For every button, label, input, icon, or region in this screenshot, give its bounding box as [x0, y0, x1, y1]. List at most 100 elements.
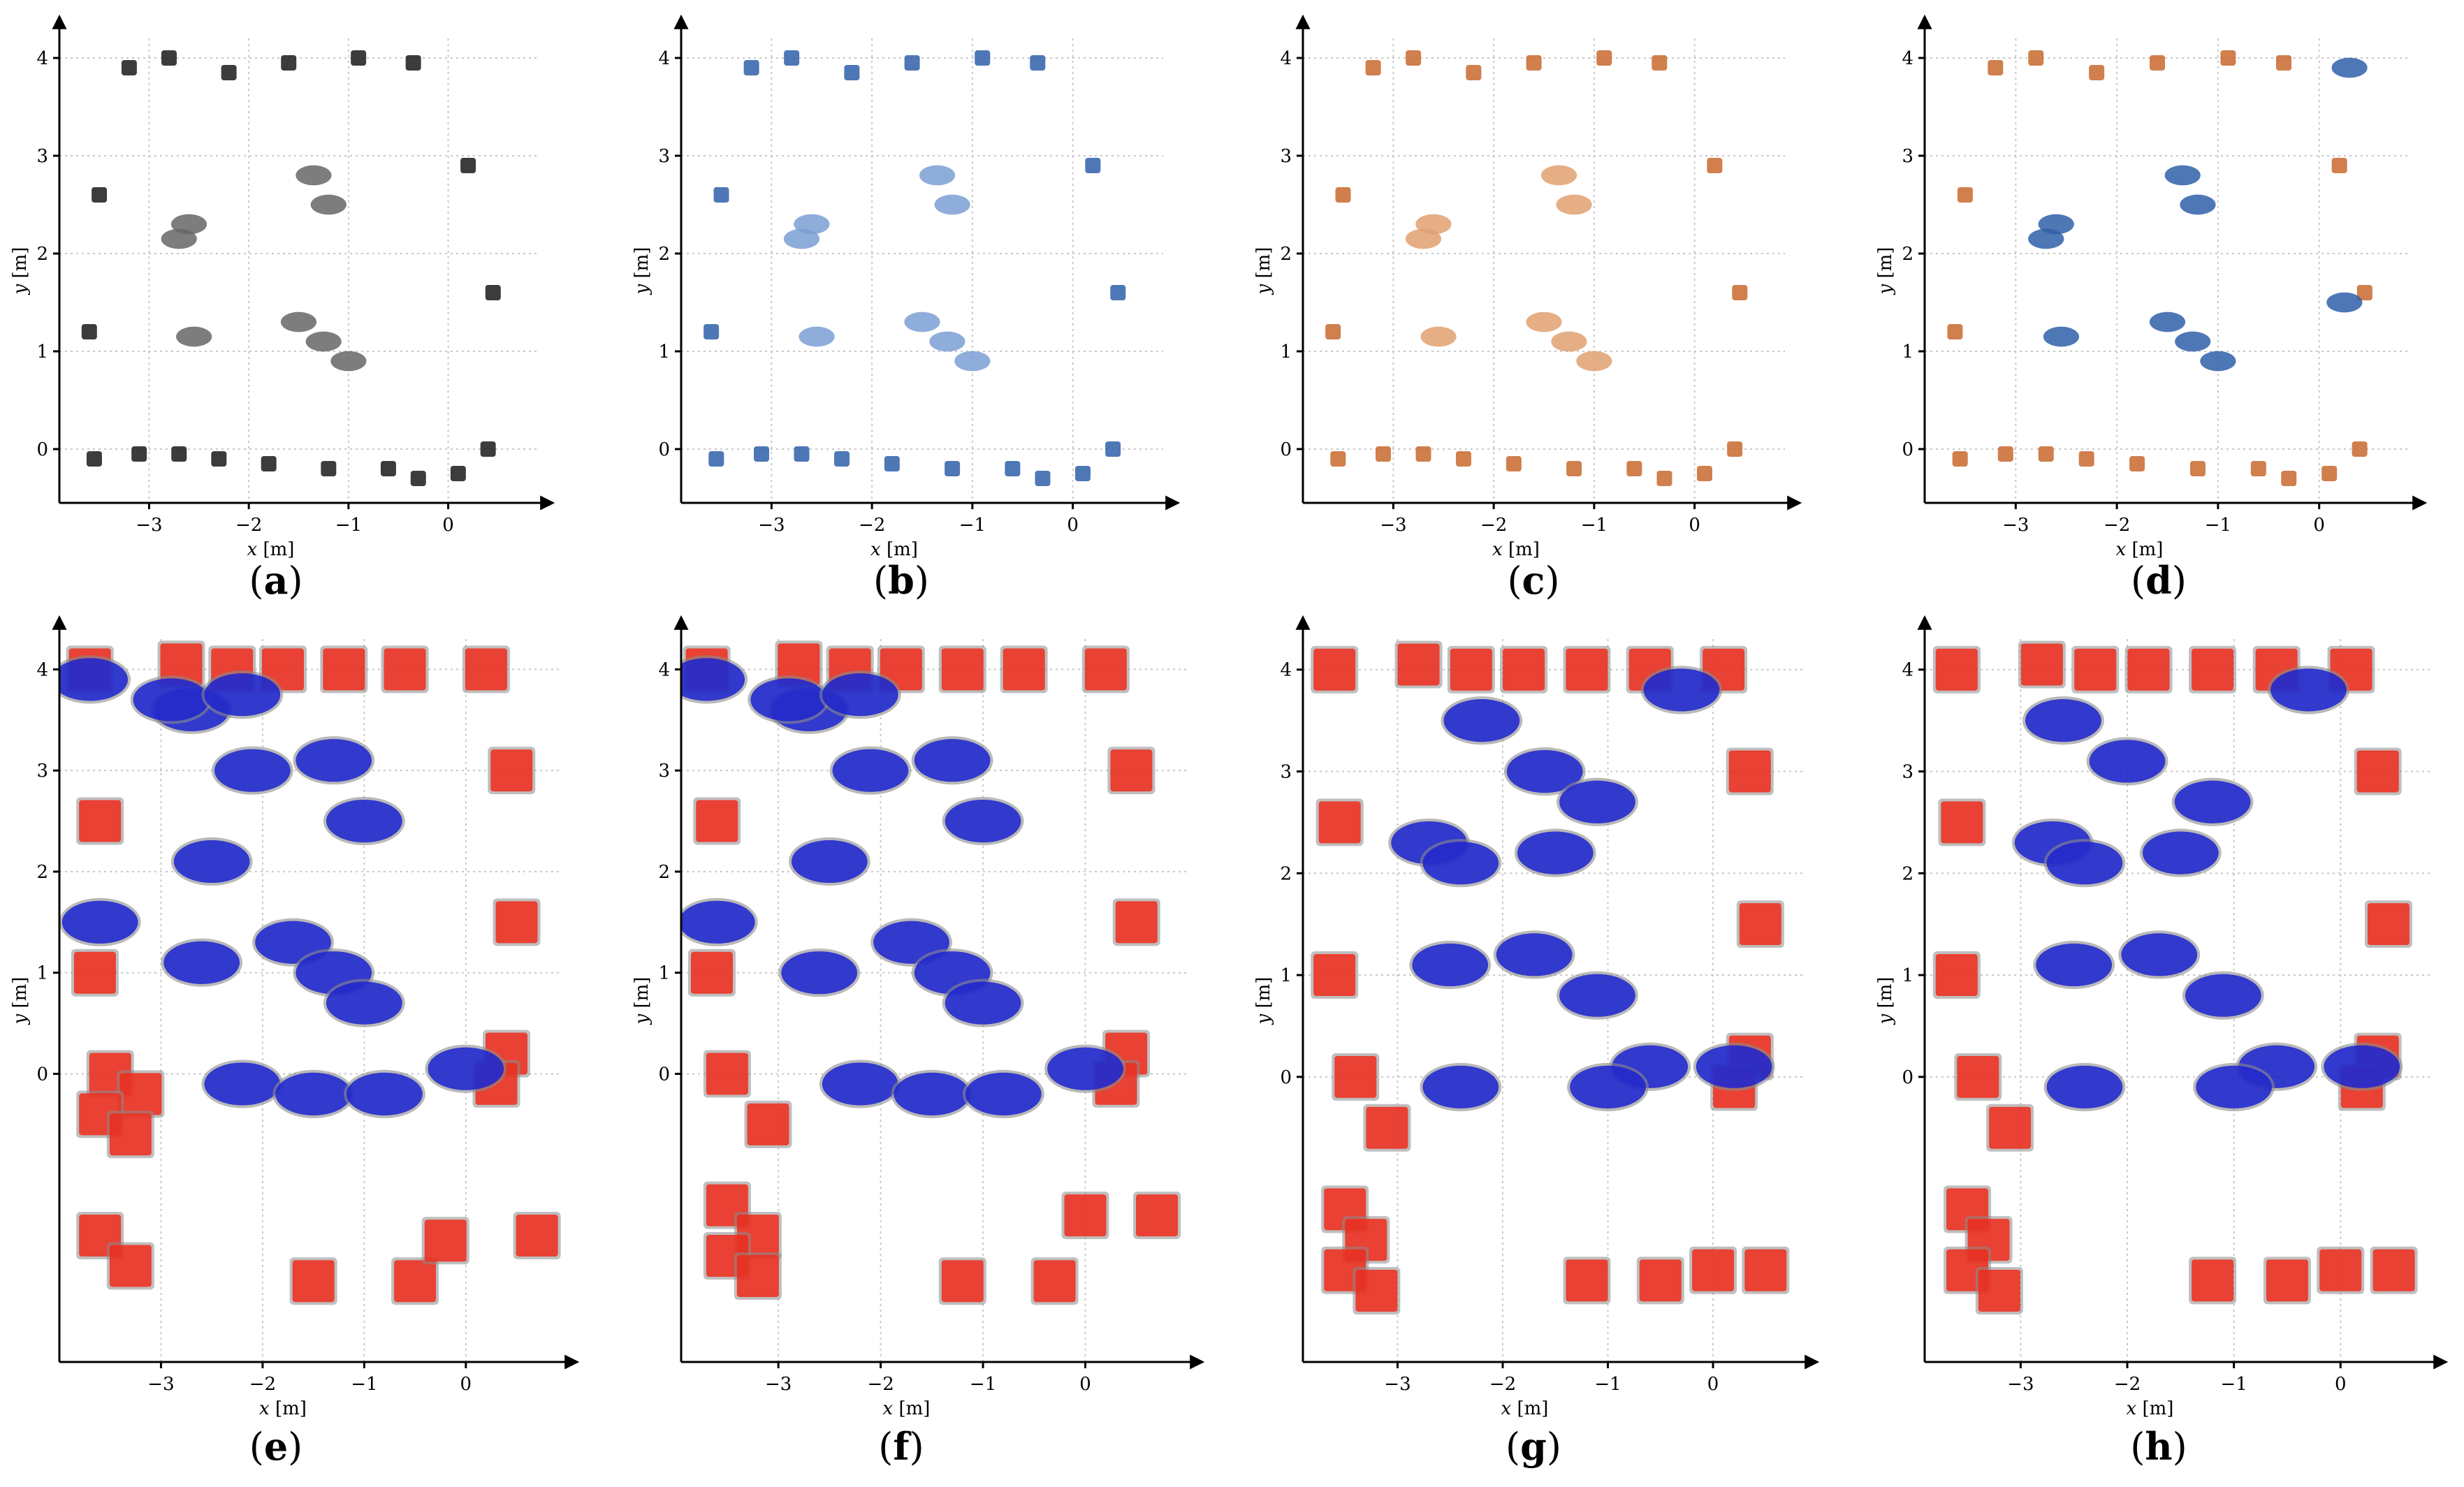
wall-point	[1941, 801, 1983, 844]
wall-point	[704, 324, 720, 339]
object-point	[1559, 780, 1635, 823]
object-point	[1405, 228, 1442, 249]
object-point	[832, 749, 909, 792]
object-point	[1551, 331, 1587, 352]
wall-point	[1136, 1194, 1179, 1237]
series-objects	[2011, 666, 2403, 1112]
data-layer	[1932, 640, 2418, 1314]
wall-point	[292, 1260, 335, 1303]
x-tick-label: −3	[765, 1374, 792, 1395]
wall-point	[1997, 446, 2013, 462]
y-tick-label: 2	[1902, 244, 1913, 265]
panel-e: −3 −2 −1 0 0 1 2 3 4 x [m] y [m] (e)	[10, 615, 580, 1469]
wall-point	[2028, 50, 2044, 66]
panel-d: −3 −2 −1 0 0 1 2 3 4 x [m] y [m] (d)	[1875, 14, 2428, 603]
wall-point	[380, 461, 396, 476]
wall-point	[1697, 466, 1712, 481]
x-tick-label: −2	[1489, 1374, 1516, 1395]
object-point	[1556, 194, 1592, 215]
y-tick-label: 3	[658, 761, 670, 782]
object-point	[1496, 933, 1573, 976]
wall-point	[1325, 324, 1341, 339]
x-tick-label: −2	[859, 515, 885, 536]
y-tick-label: 4	[658, 659, 670, 680]
wall-point	[743, 60, 759, 75]
wall-point	[1456, 451, 1471, 467]
wall-point	[490, 749, 533, 792]
y-tick-label: 0	[1280, 1067, 1292, 1088]
wall-point	[1105, 441, 1121, 457]
object-point	[783, 228, 820, 249]
wall-point	[1727, 441, 1743, 457]
x-tick-label: −3	[147, 1374, 174, 1395]
object-point	[2036, 943, 2113, 987]
data-layer	[81, 50, 501, 486]
wall-point	[485, 285, 501, 300]
object-point	[954, 351, 991, 372]
wall-point	[784, 50, 800, 66]
wall-point	[747, 1103, 789, 1145]
wall-point	[394, 1260, 437, 1303]
x-tick-label: 0	[1067, 515, 1079, 536]
x-tick-label: −1	[335, 515, 362, 536]
wall-point	[384, 648, 426, 691]
wall-point	[2020, 643, 2063, 686]
x-axis-label: x [m]	[2127, 1398, 2174, 1419]
object-point	[919, 165, 956, 186]
wall-point	[1639, 1259, 1682, 1302]
wall-point	[121, 60, 137, 75]
wall-point	[171, 446, 187, 462]
x-tick-label: −1	[2220, 1374, 2247, 1395]
wall-point	[1115, 901, 1158, 944]
wall-point	[465, 648, 507, 691]
wall-point	[1376, 446, 1391, 462]
wall-point	[1003, 648, 1045, 691]
object-point	[2028, 228, 2064, 249]
wall-point	[1330, 451, 1346, 467]
y-tick-label: 4	[36, 659, 48, 680]
wall-point	[778, 643, 820, 686]
object-point	[822, 1062, 898, 1106]
object-point	[934, 194, 970, 215]
data-layer	[704, 50, 1126, 486]
y-tick-label: 2	[1280, 244, 1292, 265]
object-point	[2180, 194, 2216, 215]
x-axis-label: x [m]	[883, 1398, 931, 1419]
object-point	[1420, 326, 1457, 347]
wall-point	[1506, 456, 1522, 471]
wall-point	[221, 65, 237, 80]
y-tick-label: 0	[658, 1064, 670, 1085]
y-tick-label: 0	[1902, 1067, 1913, 1088]
object-point	[945, 981, 1021, 1025]
y-tick-label: 2	[1280, 863, 1292, 884]
wall-point	[2331, 158, 2347, 173]
y-tick-label: 4	[1280, 660, 1292, 681]
object-point	[2185, 974, 2261, 1017]
wall-point	[2192, 648, 2234, 691]
y-tick-label: 0	[1902, 439, 1913, 460]
wall-point	[2038, 446, 2054, 462]
object-point	[214, 749, 291, 792]
object-point	[781, 951, 858, 995]
y-tick-label: 0	[658, 439, 670, 460]
object-point	[2089, 740, 2166, 783]
wall-point	[2281, 471, 2297, 486]
y-tick-label: 4	[1902, 48, 1913, 69]
x-tick-label: −2	[2104, 515, 2130, 536]
panel-b: −3 −2 −1 0 0 1 2 3 4 x [m] y [m] (b)	[632, 14, 1181, 603]
object-point	[1526, 312, 1562, 332]
y-tick-label: 1	[36, 963, 48, 984]
wall-point	[1566, 648, 1608, 691]
wall-point	[1355, 1269, 1398, 1312]
wall-point	[1313, 954, 1356, 997]
x-tick-label: −1	[1594, 1374, 1621, 1395]
wall-point	[1075, 466, 1091, 481]
wall-point	[2078, 451, 2094, 467]
x-tick-label: −3	[136, 515, 162, 536]
x-tick-label: −3	[2007, 1374, 2034, 1395]
x-axis-label: x [m]	[259, 1398, 307, 1419]
wall-point	[495, 901, 538, 944]
wall-point	[2220, 50, 2236, 66]
wall-point	[884, 456, 900, 471]
series-walls	[704, 50, 1126, 486]
